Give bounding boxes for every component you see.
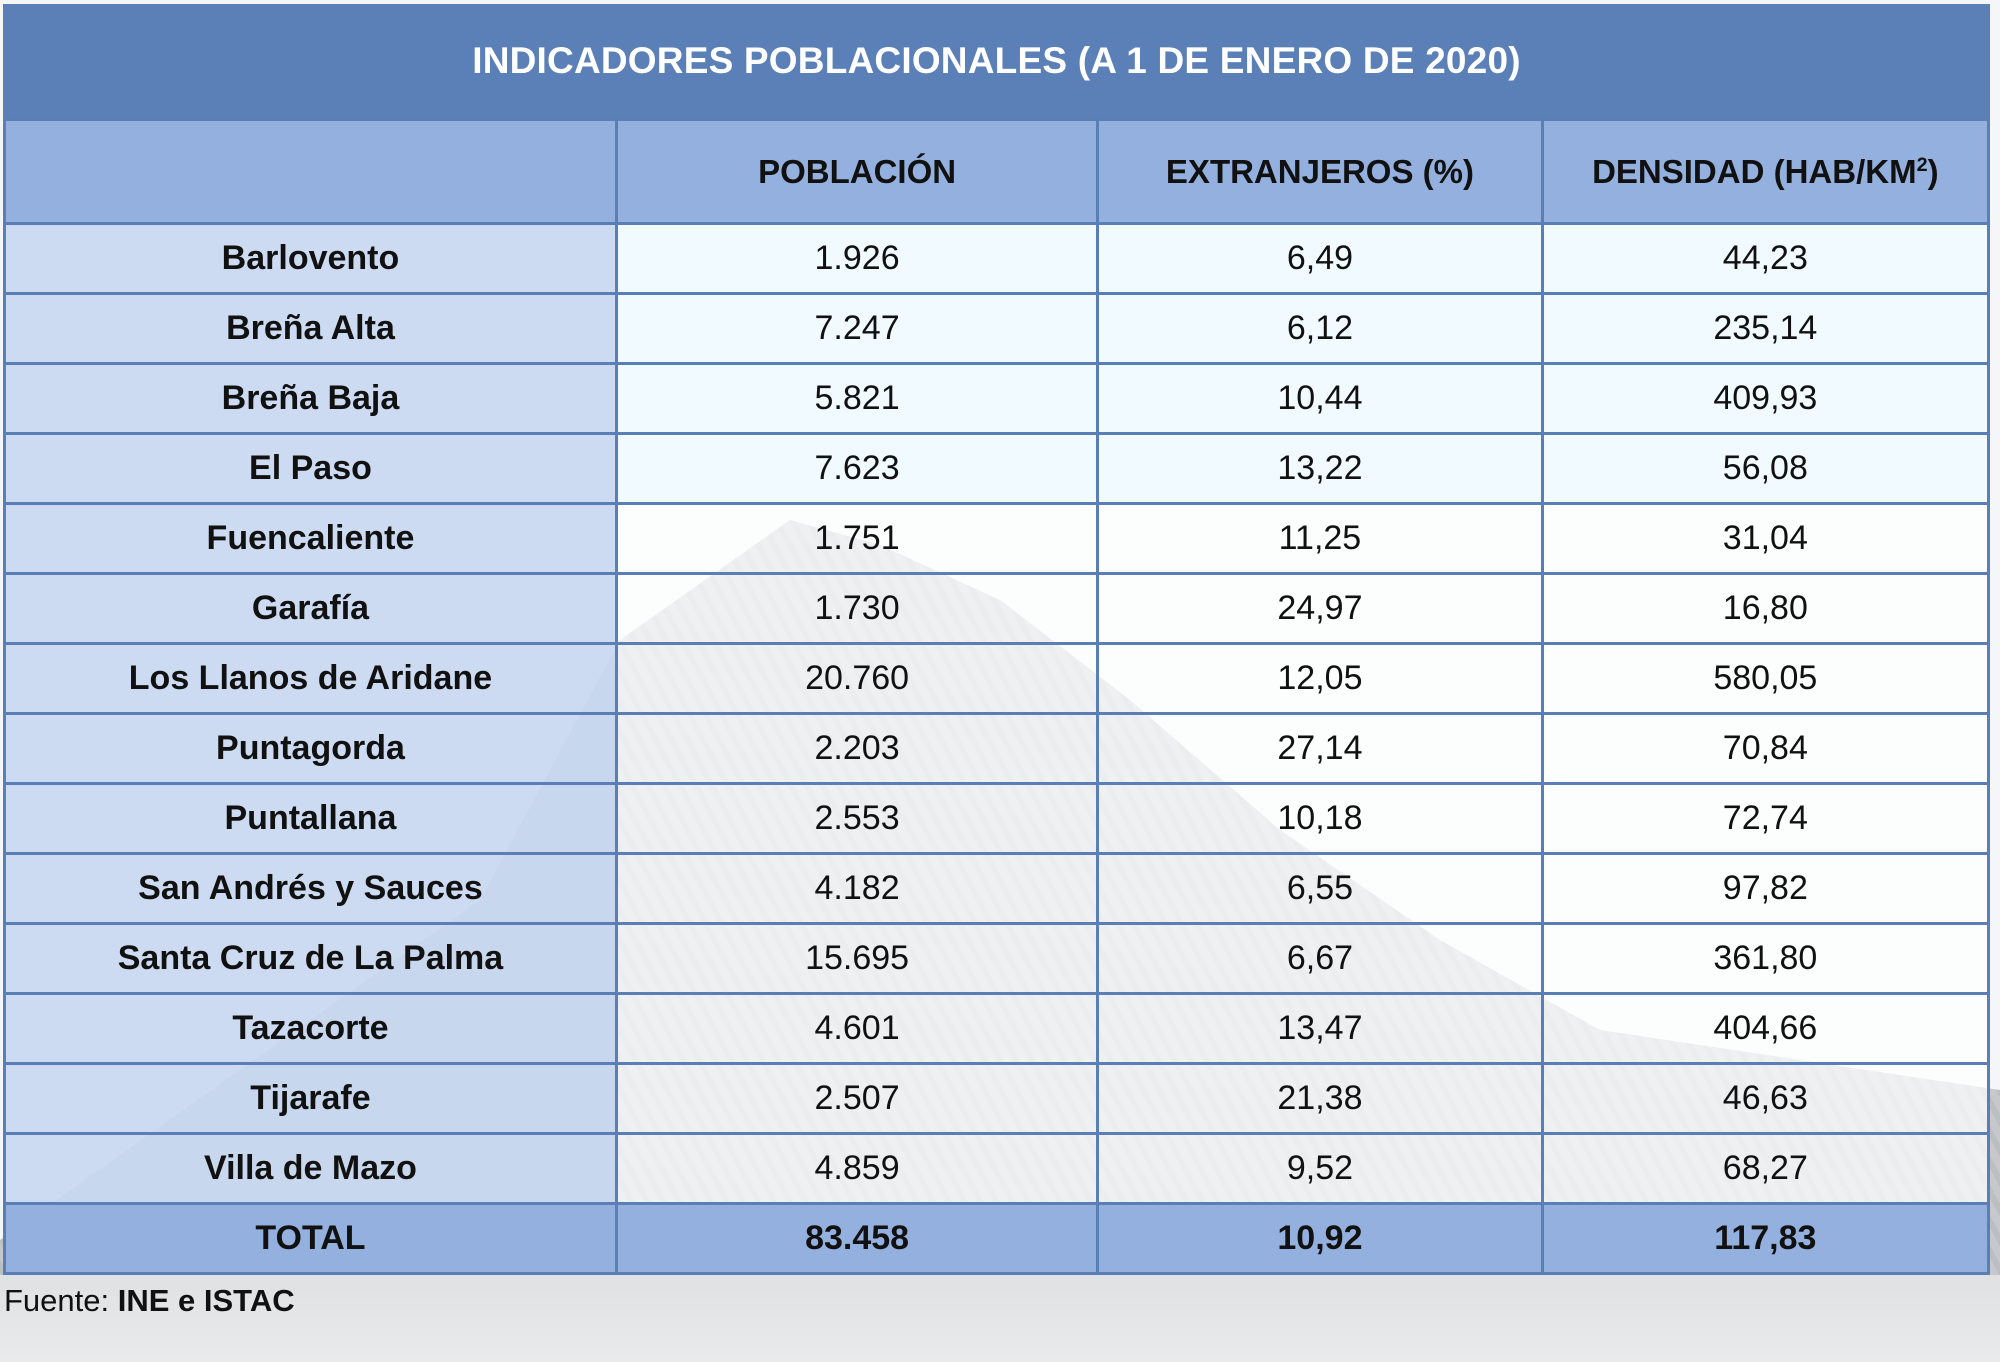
header-density-close: ) bbox=[1927, 152, 1939, 190]
background-bottom bbox=[0, 1275, 2000, 1362]
cell-population: 7.247 bbox=[614, 292, 1100, 365]
cell-density: 68,27 bbox=[1540, 1132, 1991, 1205]
cell-foreigners: 6,67 bbox=[1096, 922, 1544, 995]
cell-municipality: Puntallana bbox=[3, 782, 618, 855]
total-population: 83.458 bbox=[614, 1202, 1100, 1275]
cell-density: 72,74 bbox=[1540, 782, 1991, 855]
cell-foreigners: 10,44 bbox=[1096, 362, 1544, 435]
source-label: Fuente: bbox=[4, 1283, 118, 1318]
cell-foreigners: 11,25 bbox=[1096, 502, 1544, 575]
total-foreigners: 10,92 bbox=[1096, 1202, 1544, 1275]
cell-municipality: El Paso bbox=[3, 432, 618, 505]
cell-population: 1.730 bbox=[614, 572, 1100, 645]
table-row: Tijarafe 2.507 21,38 46,63 bbox=[3, 1062, 1991, 1135]
total-density: 117,83 bbox=[1540, 1202, 1991, 1275]
cell-density: 97,82 bbox=[1540, 852, 1991, 925]
header-foreigners: EXTRANJEROS (%) bbox=[1096, 118, 1544, 225]
cell-foreigners: 9,52 bbox=[1096, 1132, 1544, 1205]
table-row: El Paso 7.623 13,22 56,08 bbox=[3, 432, 1991, 505]
population-table: POBLACIÓN EXTRANJEROS (%) DENSIDAD (HAB/… bbox=[3, 118, 1991, 1275]
cell-density: 16,80 bbox=[1540, 572, 1991, 645]
cell-density: 44,23 bbox=[1540, 222, 1991, 295]
cell-density: 580,05 bbox=[1540, 642, 1991, 715]
header-density: DENSIDAD (HAB/KM2) bbox=[1540, 118, 1991, 225]
cell-foreigners: 13,47 bbox=[1096, 992, 1544, 1065]
cell-municipality: Garafía bbox=[3, 572, 618, 645]
table-title: INDICADORES POBLACIONALES (A 1 DE ENERO … bbox=[3, 4, 1990, 118]
header-population: POBLACIÓN bbox=[614, 118, 1100, 225]
cell-foreigners: 21,38 bbox=[1096, 1062, 1544, 1135]
table-row: Breña Baja 5.821 10,44 409,93 bbox=[3, 362, 1991, 435]
total-row: TOTAL 83.458 10,92 117,83 bbox=[3, 1202, 1991, 1275]
cell-foreigners: 12,05 bbox=[1096, 642, 1544, 715]
table-row: Los Llanos de Aridane 20.760 12,05 580,0… bbox=[3, 642, 1991, 715]
cell-municipality: Los Llanos de Aridane bbox=[3, 642, 618, 715]
cell-municipality: Villa de Mazo bbox=[3, 1132, 618, 1205]
table-row: Puntagorda 2.203 27,14 70,84 bbox=[3, 712, 1991, 785]
table-row: Breña Alta 7.247 6,12 235,14 bbox=[3, 292, 1991, 365]
table-row: Santa Cruz de La Palma 15.695 6,67 361,8… bbox=[3, 922, 1991, 995]
cell-municipality: Tijarafe bbox=[3, 1062, 618, 1135]
cell-population: 2.553 bbox=[614, 782, 1100, 855]
cell-foreigners: 13,22 bbox=[1096, 432, 1544, 505]
header-density-superscript: 2 bbox=[1916, 153, 1928, 176]
cell-municipality: Breña Baja bbox=[3, 362, 618, 435]
cell-municipality: Barlovento bbox=[3, 222, 618, 295]
cell-foreigners: 6,12 bbox=[1096, 292, 1544, 365]
cell-population: 1.926 bbox=[614, 222, 1100, 295]
table-row: Tazacorte 4.601 13,47 404,66 bbox=[3, 992, 1991, 1065]
source-value: INE e ISTAC bbox=[117, 1283, 295, 1318]
cell-density: 70,84 bbox=[1540, 712, 1991, 785]
total-label: TOTAL bbox=[3, 1202, 618, 1275]
source-note: Fuente: INE e ISTAC bbox=[4, 1283, 295, 1319]
cell-population: 2.507 bbox=[614, 1062, 1100, 1135]
cell-density: 404,66 bbox=[1540, 992, 1991, 1065]
cell-municipality: Puntagorda bbox=[3, 712, 618, 785]
cell-foreigners: 6,55 bbox=[1096, 852, 1544, 925]
table-row: Fuencaliente 1.751 11,25 31,04 bbox=[3, 502, 1991, 575]
cell-density: 31,04 bbox=[1540, 502, 1991, 575]
cell-density: 409,93 bbox=[1540, 362, 1991, 435]
cell-municipality: Tazacorte bbox=[3, 992, 618, 1065]
table-row: Villa de Mazo 4.859 9,52 68,27 bbox=[3, 1132, 1991, 1205]
cell-population: 15.695 bbox=[614, 922, 1100, 995]
header-row: POBLACIÓN EXTRANJEROS (%) DENSIDAD (HAB/… bbox=[3, 118, 1991, 225]
cell-density: 46,63 bbox=[1540, 1062, 1991, 1135]
cell-population: 20.760 bbox=[614, 642, 1100, 715]
cell-municipality: San Andrés y Sauces bbox=[3, 852, 618, 925]
table-row: Puntallana 2.553 10,18 72,74 bbox=[3, 782, 1991, 855]
cell-population: 4.182 bbox=[614, 852, 1100, 925]
cell-population: 2.203 bbox=[614, 712, 1100, 785]
cell-population: 4.601 bbox=[614, 992, 1100, 1065]
population-table-container: INDICADORES POBLACIONALES (A 1 DE ENERO … bbox=[3, 4, 1991, 1275]
cell-population: 7.623 bbox=[614, 432, 1100, 505]
cell-density: 235,14 bbox=[1540, 292, 1991, 365]
table-row: Garafía 1.730 24,97 16,80 bbox=[3, 572, 1991, 645]
cell-foreigners: 24,97 bbox=[1096, 572, 1544, 645]
cell-municipality: Fuencaliente bbox=[3, 502, 618, 575]
table-row: Barlovento 1.926 6,49 44,23 bbox=[3, 222, 1991, 295]
cell-municipality: Breña Alta bbox=[3, 292, 618, 365]
cell-foreigners: 27,14 bbox=[1096, 712, 1544, 785]
header-density-label: DENSIDAD (HAB/KM bbox=[1592, 152, 1917, 190]
cell-foreigners: 6,49 bbox=[1096, 222, 1544, 295]
cell-population: 1.751 bbox=[614, 502, 1100, 575]
header-municipality bbox=[3, 118, 618, 225]
cell-density: 56,08 bbox=[1540, 432, 1991, 505]
cell-municipality: Santa Cruz de La Palma bbox=[3, 922, 618, 995]
cell-foreigners: 10,18 bbox=[1096, 782, 1544, 855]
table-row: San Andrés y Sauces 4.182 6,55 97,82 bbox=[3, 852, 1991, 925]
cell-population: 5.821 bbox=[614, 362, 1100, 435]
cell-population: 4.859 bbox=[614, 1132, 1100, 1205]
cell-density: 361,80 bbox=[1540, 922, 1991, 995]
